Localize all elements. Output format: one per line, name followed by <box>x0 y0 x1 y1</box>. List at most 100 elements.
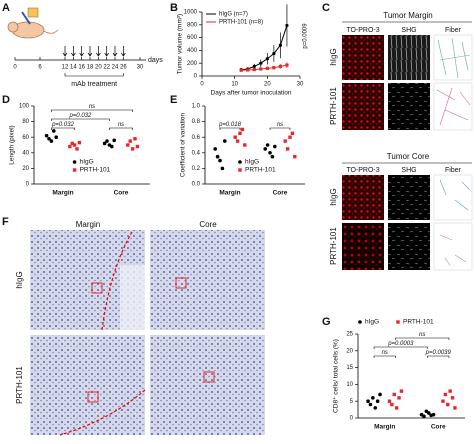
y-tick-label: 80 <box>22 119 29 125</box>
significance-label: p=0.032 <box>68 113 92 119</box>
y-axis-label: CD8⁺ cells/ total cells (%) <box>333 339 340 413</box>
x-tick-label: 10 <box>231 82 238 88</box>
data-point <box>218 158 222 163</box>
data-point <box>252 68 256 72</box>
x-tick-label: 30 <box>297 82 304 88</box>
significance-bracket <box>427 355 450 358</box>
column-header: TO-PRO-3 <box>346 167 379 174</box>
x-tick-label: Core <box>114 190 129 197</box>
y-tick-label: 200 <box>187 61 198 67</box>
data-point <box>373 406 378 410</box>
data-point <box>265 143 270 147</box>
he-images <box>30 230 265 436</box>
treatment-arrow <box>62 46 68 57</box>
data-point <box>235 139 240 143</box>
data-point <box>399 389 404 393</box>
legend-label: PRTH-101 <box>245 167 276 174</box>
data-point <box>215 154 220 159</box>
y-tick-label: 5 <box>350 399 354 405</box>
panel-label: C <box>322 2 330 14</box>
treatment-bracket <box>64 73 124 77</box>
legend-swatch <box>396 320 400 324</box>
x-tick-label: Core <box>431 424 446 431</box>
data-point <box>387 399 392 403</box>
data-point <box>426 411 431 415</box>
significance-label: p=0.018 <box>218 122 242 128</box>
significance-label: p=0.0003 <box>387 341 414 347</box>
data-point <box>268 151 272 155</box>
x-axis-label: Days after tumor inoculation <box>211 90 292 97</box>
significance-label: ns <box>277 122 283 128</box>
treatment-arrow <box>112 46 118 57</box>
data-point <box>112 138 116 143</box>
data-point <box>441 399 445 403</box>
legend-label: hIgG <box>365 319 379 326</box>
data-point <box>223 139 227 143</box>
data-point <box>450 396 455 400</box>
row-label: hIgG <box>329 48 338 65</box>
y-tick-label: 0.8 <box>192 119 201 125</box>
significance-bracket <box>269 127 291 130</box>
legend-swatch <box>238 160 242 164</box>
data-point <box>259 67 263 71</box>
y-tick-label: 20 <box>346 348 353 354</box>
y-tick-label: 400 <box>187 48 198 54</box>
data-point <box>397 396 401 400</box>
significance-bracket <box>109 127 133 130</box>
y-tick-label: 0 <box>26 182 30 188</box>
x-tick-label: Margin <box>374 424 395 431</box>
y-tick-label: 0.4 <box>192 150 201 156</box>
data-point <box>128 139 132 143</box>
timeline-tick-label: 24 <box>112 65 119 71</box>
significance-bracket <box>395 337 450 340</box>
legend-label: PRTH-101 (n=8) <box>219 20 263 26</box>
data-point <box>220 166 225 171</box>
data-point <box>283 139 287 143</box>
data-point <box>75 147 79 151</box>
significance-bracket <box>51 127 75 130</box>
data-point <box>448 389 452 393</box>
data-point <box>239 68 243 72</box>
treatment-arrow <box>104 46 109 57</box>
y-tick-label: 0 <box>350 416 354 422</box>
row-label: hIgG <box>15 271 24 288</box>
significance-label: ns <box>89 104 95 110</box>
y-tick-label: 25 <box>346 332 353 338</box>
column-header: SHG <box>401 167 416 174</box>
data-point <box>52 129 56 133</box>
data-point <box>252 64 256 68</box>
legend-swatch <box>72 160 77 164</box>
significance-bracket <box>373 355 396 358</box>
data-point <box>285 23 289 28</box>
data-point <box>290 131 295 135</box>
panel-label: D <box>2 94 10 106</box>
x-tick-label: Margin <box>219 190 240 197</box>
legend-label: hIgG (n=7) <box>219 12 248 18</box>
legend-swatch <box>238 168 242 172</box>
treatment-label: mAb treatment <box>71 81 117 88</box>
y-tick-label: 0.6 <box>192 135 201 141</box>
timeline-tick-label: 14 <box>70 65 77 71</box>
section-title: Tumor Core <box>387 152 430 161</box>
treatment-arrow <box>96 46 101 57</box>
mouse-icon <box>7 7 59 39</box>
data-point <box>243 143 247 147</box>
data-point <box>259 61 263 65</box>
significance-label: p=0.032 <box>51 122 75 128</box>
column-header: Fiber <box>445 167 462 174</box>
data-point <box>285 147 290 151</box>
data-point <box>265 66 269 70</box>
data-point <box>77 140 82 145</box>
row-label: PRTH-101 <box>329 87 338 125</box>
data-point <box>392 392 396 397</box>
data-point <box>390 402 394 407</box>
data-point <box>238 131 242 135</box>
row-label: PRTH-101 <box>329 227 338 265</box>
data-point <box>68 144 72 149</box>
legend-label: PRTH-101 <box>403 319 434 326</box>
data-point <box>278 64 282 68</box>
timeline-unit: days <box>148 57 163 64</box>
x-tick-label: Margin <box>52 190 73 197</box>
y-tick-label: 0.2 <box>192 166 201 172</box>
